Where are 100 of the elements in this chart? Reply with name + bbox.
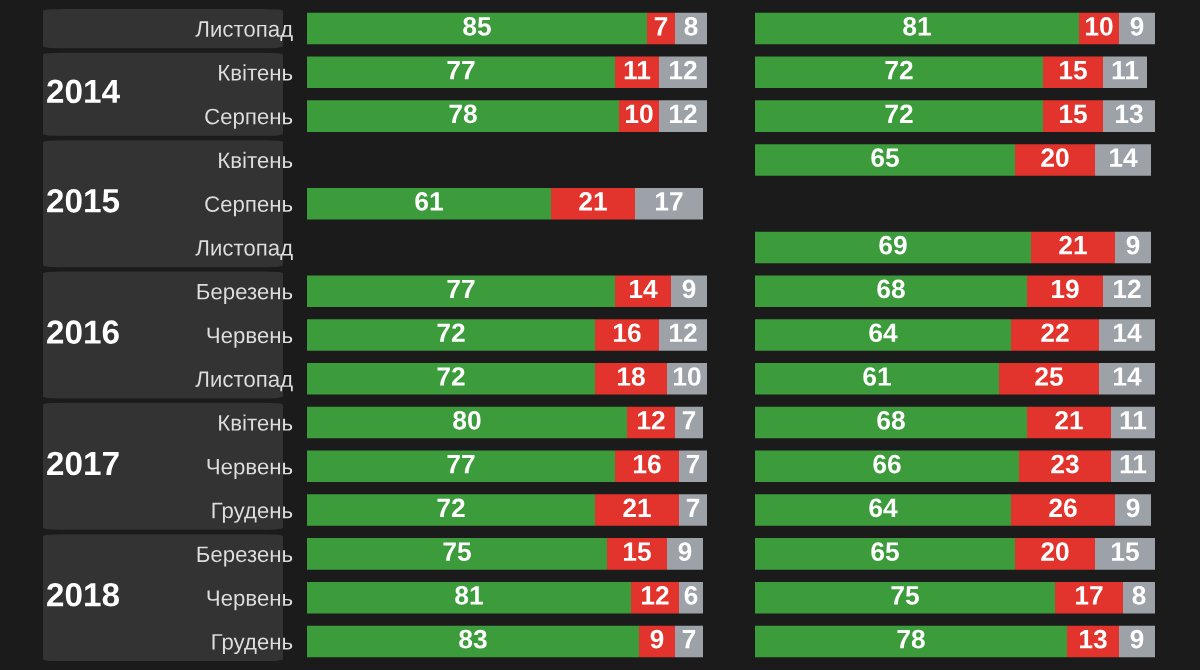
bar	[755, 450, 1019, 483]
y-tick-label: Квітень	[219, 64, 293, 81]
data-label: 7	[654, 17, 668, 36]
data-label: 64	[869, 323, 898, 343]
data-label: 65	[871, 148, 899, 167]
data-label: 11	[1120, 454, 1147, 474]
data-label: 9	[1126, 235, 1140, 255]
bar	[755, 144, 1015, 176]
data-label: 9	[682, 279, 696, 299]
data-label: 7	[682, 411, 696, 430]
text: 2018	[47, 582, 120, 607]
data-label: 14	[1113, 323, 1142, 342]
text: 2016	[47, 320, 119, 344]
bar	[1011, 494, 1115, 526]
y-tick-label: Квітень	[219, 414, 293, 431]
data-label: 78	[897, 629, 925, 649]
data-label: 16	[613, 323, 641, 343]
bar	[307, 363, 595, 395]
data-label: 75	[443, 542, 471, 561]
data-label: 72	[437, 323, 465, 342]
data-label: 19	[1051, 279, 1079, 299]
data-label: 7	[686, 454, 700, 474]
bar	[755, 538, 1015, 570]
bar	[1027, 406, 1111, 439]
bar	[755, 581, 1055, 614]
data-label: 21	[1055, 410, 1083, 430]
bar	[1015, 144, 1095, 176]
bar	[755, 100, 1043, 132]
data-label: 21	[579, 192, 607, 211]
data-label: 72	[437, 498, 465, 517]
data-label: 22	[1041, 323, 1069, 342]
data-label: 13	[1079, 629, 1107, 649]
data-label: 14	[1109, 148, 1138, 167]
y-tick-label: Серпень	[205, 108, 293, 129]
data-label: 78	[449, 104, 477, 124]
bar	[1011, 319, 1099, 351]
data-label: 15	[1059, 104, 1087, 124]
data-label: 8	[1132, 586, 1146, 605]
data-label: 61	[415, 192, 443, 211]
y-tick-label: Червень	[207, 590, 293, 611]
bar	[307, 100, 619, 132]
data-label: 12	[637, 410, 665, 430]
data-label: 20	[1041, 148, 1069, 167]
data-label: 61	[863, 367, 891, 386]
data-label: 9	[1130, 629, 1144, 649]
data-label: 85	[463, 16, 491, 36]
bar	[755, 12, 1079, 45]
data-label: 77	[447, 454, 475, 474]
data-label: 9	[1126, 498, 1140, 518]
text: 2015	[47, 189, 120, 213]
data-label: 6	[684, 586, 698, 605]
data-label: 10	[673, 367, 701, 386]
bar	[755, 625, 1067, 658]
y-tick-label: Березень	[197, 546, 293, 567]
data-label: 9	[1130, 16, 1144, 36]
data-label: 12	[669, 104, 697, 123]
y-tick-label: Грудень	[212, 502, 293, 523]
bar	[307, 494, 595, 526]
data-label: 16	[633, 454, 661, 474]
data-label: 64	[869, 498, 898, 518]
data-label: 23	[1051, 454, 1079, 474]
data-label: 11	[624, 61, 651, 80]
data-label: 15	[1111, 542, 1139, 561]
data-label: 12	[669, 323, 697, 342]
bar	[1019, 450, 1111, 483]
data-label: 77	[447, 279, 475, 299]
bar	[755, 231, 1031, 264]
bar	[595, 494, 679, 526]
data-label: 13	[1115, 104, 1143, 124]
data-label: 7	[686, 498, 700, 517]
y-tick-label: Червень	[207, 327, 293, 348]
data-label: 20	[1041, 542, 1069, 561]
data-label: 83	[459, 629, 487, 649]
data-label: 15	[1059, 61, 1087, 80]
data-label: 18	[617, 367, 645, 386]
data-label: 10	[1085, 16, 1113, 36]
data-label: 9	[678, 542, 692, 561]
data-label: 9	[650, 629, 664, 649]
data-label: 68	[877, 410, 905, 430]
data-label: 69	[879, 235, 907, 255]
data-label: 68	[877, 279, 905, 299]
data-label: 26	[1049, 498, 1077, 518]
bar	[307, 56, 615, 89]
data-label: 65	[871, 542, 899, 561]
data-label: 72	[437, 367, 465, 386]
data-label: 17	[1075, 586, 1103, 605]
bar	[1031, 231, 1115, 264]
data-label: 77	[447, 61, 475, 80]
bar	[307, 187, 551, 220]
bar	[755, 406, 1027, 439]
data-label: 10	[625, 104, 653, 124]
data-label: 72	[885, 104, 913, 123]
data-label: 15	[623, 542, 651, 561]
y-tick-label: Грудень	[212, 634, 293, 655]
text: 2017	[47, 451, 119, 476]
bar	[595, 363, 667, 395]
bar	[307, 12, 647, 45]
bar	[307, 275, 615, 307]
data-label: 11	[1112, 61, 1139, 80]
data-label: 12	[641, 586, 669, 605]
